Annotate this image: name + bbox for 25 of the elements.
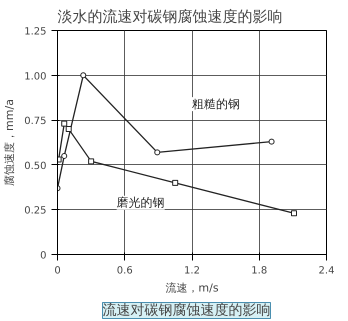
- x-tick-label: 2.4: [318, 266, 334, 276]
- y-tick-label: 0: [40, 250, 47, 262]
- x-tick-label: 0: [54, 266, 61, 276]
- x-tick-label: 1.2: [184, 266, 200, 276]
- point: [88, 158, 94, 164]
- text: 粗糙的钢: [192, 97, 240, 112]
- y-tick-label: 0.50: [24, 160, 46, 172]
- x-tick-label: 1.8: [251, 266, 268, 276]
- point: [80, 72, 86, 78]
- point: [154, 149, 160, 156]
- chart-title: 淡水的流速对碳钢腐蚀速度的影响: [58, 8, 282, 26]
- x-axis-title: 流速，m/s: [165, 282, 219, 294]
- series-label: 磨光的钢: [116, 196, 165, 210]
- y-axis-title: 腐蚀速度，mm/a: [3, 99, 16, 186]
- x-tick-label: 0.6: [116, 266, 133, 276]
- point: [268, 138, 275, 145]
- y-tick-label: 0.75: [24, 116, 46, 128]
- point: [61, 152, 68, 159]
- y-tick-label: 1.25: [24, 26, 46, 38]
- y-tick-label: 0.25: [24, 206, 46, 217]
- point: [66, 126, 72, 132]
- y-tick-label: 1.00: [24, 71, 46, 82]
- point: [172, 180, 178, 186]
- point: [61, 120, 68, 127]
- point: [290, 210, 297, 216]
